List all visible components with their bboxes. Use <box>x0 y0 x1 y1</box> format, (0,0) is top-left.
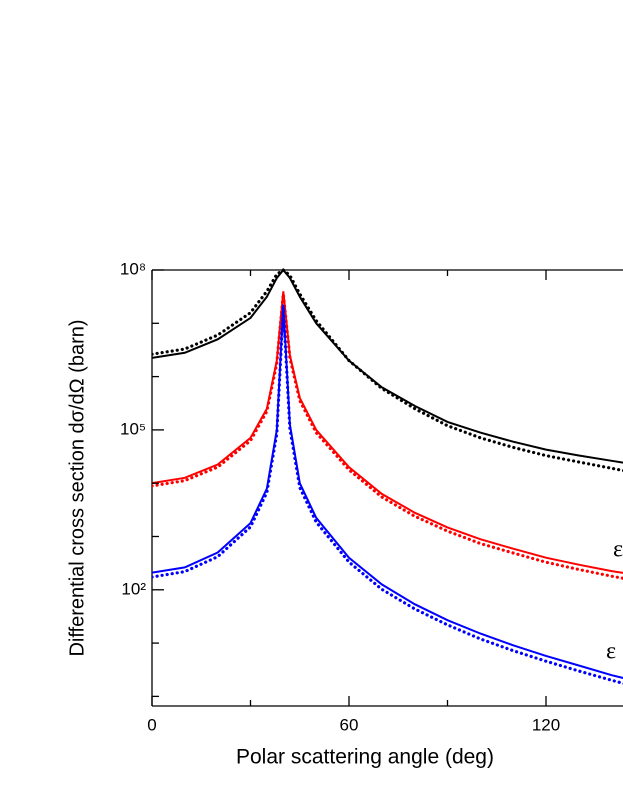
series-line <box>152 268 623 464</box>
series-line <box>152 307 623 685</box>
annotation: ε <box>613 537 623 563</box>
y-tick-label: 10⁵ <box>120 419 146 438</box>
x-tick-label: 60 <box>340 715 359 734</box>
plot-area <box>152 268 623 685</box>
series-line <box>152 268 623 473</box>
series-line <box>152 293 623 580</box>
y-tick-label: 10² <box>121 579 146 598</box>
series-line <box>152 291 623 574</box>
y-tick-label: 10⁸ <box>120 259 146 278</box>
y-axis-label: Differential cross section dσ/dΩ (barn) <box>66 319 88 656</box>
x-tick-label: 120 <box>532 715 560 734</box>
series-line <box>152 304 623 679</box>
x-tick-label: 0 <box>147 715 156 734</box>
x-axis-label: Polar scattering angle (deg) <box>236 746 494 769</box>
annotation: ε <box>606 639 616 665</box>
